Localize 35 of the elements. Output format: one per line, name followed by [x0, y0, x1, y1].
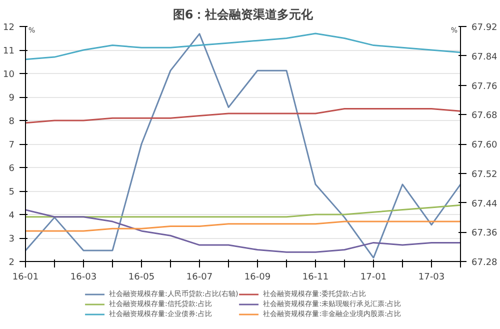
y-tick-label: 6: [8, 164, 15, 174]
line-series: [26, 220, 460, 232]
y2-tick-label: 67.68: [472, 111, 498, 122]
line-series: [26, 204, 460, 218]
y2-tick-label: 67.44: [472, 199, 498, 210]
x-tick-label: 16-01: [12, 272, 39, 282]
y-tick-label: 5: [8, 188, 15, 198]
x-tick-label: 16-07: [186, 272, 213, 282]
line-series: [26, 32, 460, 60]
y-tick-label: 4: [8, 211, 15, 221]
y-tick-label: 10: [3, 70, 15, 80]
x-tick-label: 17-03: [418, 272, 445, 282]
y2-tick-label: 67.36: [472, 228, 498, 239]
y-tick-label: 9: [8, 94, 15, 104]
y-tick-label: 3: [8, 234, 15, 244]
chart-title: 图6：社会融资渠道多元化: [172, 8, 314, 22]
y-tick-label: 11: [3, 46, 14, 56]
y2-tick-label: 67.28: [472, 258, 498, 268]
line-series: [26, 33, 460, 259]
y2-tick-label: 67.52: [472, 170, 498, 180]
y-tick-label: 2: [8, 258, 15, 268]
y-tick-label: 12: [3, 23, 14, 33]
line-series: [26, 108, 460, 124]
y-tick-label: 7: [8, 140, 15, 150]
y2-tick-label: 67.84: [472, 52, 498, 62]
x-tick-label: 16-11: [302, 272, 329, 282]
x-tick-label: 17-01: [360, 272, 387, 282]
x-tick-label: 16-03: [70, 272, 97, 282]
y2-tick-label: 67.76: [472, 82, 498, 92]
y2-tick-label: 67.92: [472, 23, 498, 33]
x-tick-label: 16-05: [128, 272, 155, 282]
x-tick-label: 16-09: [244, 272, 271, 282]
y2-tick-label: 67.60: [472, 140, 498, 150]
y-tick-label: 8: [8, 117, 15, 127]
line-series: [26, 209, 460, 253]
